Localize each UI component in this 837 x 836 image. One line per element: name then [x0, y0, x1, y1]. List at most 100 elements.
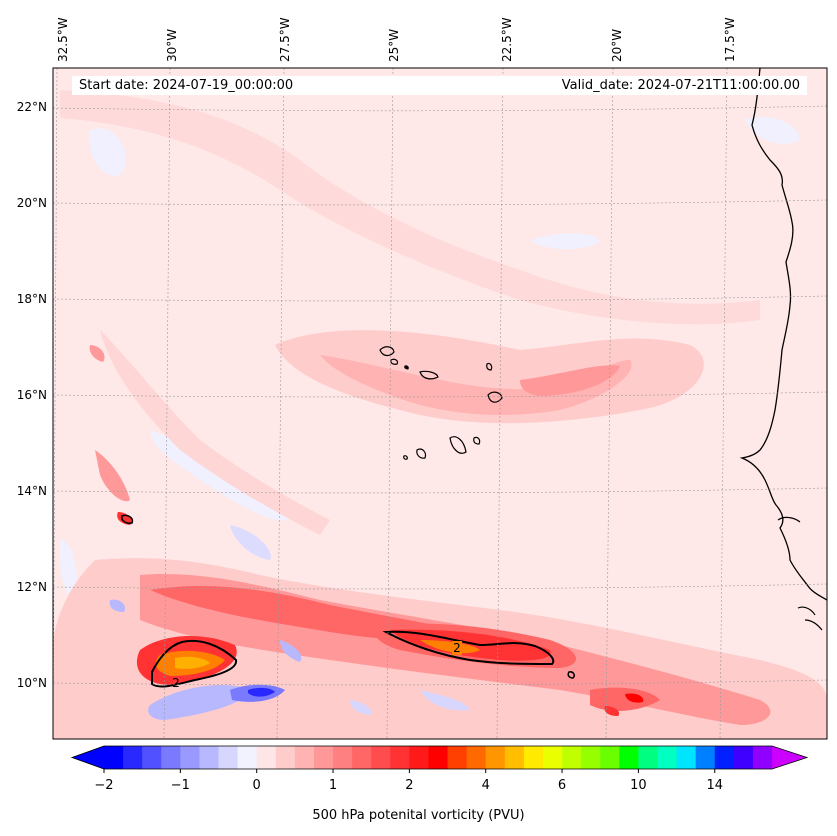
island — [449, 436, 467, 454]
colorbar-extend-high — [772, 746, 807, 769]
colorbar-ticks: −2 −1 0 1 2 4 6 10 14 — [94, 769, 723, 793]
pv-band — [95, 450, 130, 502]
pv-band — [320, 355, 632, 415]
pv-negative-core — [280, 640, 302, 662]
lon-label: 22.5°W — [500, 17, 514, 62]
colorbar-segment — [600, 746, 620, 769]
pv-contour-2 — [382, 630, 555, 666]
colorbar-segment — [237, 746, 258, 769]
header-box — [72, 76, 807, 95]
island — [486, 362, 493, 371]
pv-contour-2 — [151, 640, 238, 688]
pv-band — [520, 365, 620, 396]
colorbar-tick-label: 10 — [630, 778, 647, 793]
pv-negative-core — [350, 700, 372, 715]
pv-field — [53, 68, 827, 739]
colorbar-segment — [466, 746, 487, 769]
colorbar-segment — [619, 746, 639, 769]
colorbar-segment — [294, 746, 315, 769]
colorbar-segment — [142, 746, 162, 769]
colorbar-segment — [371, 746, 391, 769]
pv-band — [604, 706, 620, 716]
pv-band — [100, 330, 330, 535]
pv-contour-2 — [121, 514, 134, 524]
colorbar-extend-low — [72, 746, 104, 769]
pv-negative-patch — [230, 525, 271, 560]
colorbar-segment — [256, 746, 277, 769]
pv-contour-2 — [567, 671, 575, 679]
pv-negative-core — [109, 599, 126, 612]
pv-negative-patch — [745, 116, 800, 144]
island — [379, 346, 395, 357]
colorbar-segment — [390, 746, 410, 769]
colorbar-tick-label: 14 — [706, 778, 723, 793]
pv-negative-core — [148, 685, 250, 720]
pv-band — [590, 687, 660, 712]
colorbar-segment — [409, 746, 429, 769]
island — [473, 436, 481, 445]
pv-band — [175, 656, 210, 669]
lon-label: 27.5°W — [278, 17, 292, 62]
pv-negative-patch — [89, 128, 126, 176]
colorbar-segment — [542, 746, 563, 769]
lat-label: 10°N — [17, 676, 47, 690]
lat-label: 20°N — [17, 196, 47, 210]
colorbar-segment — [638, 746, 658, 769]
island — [403, 455, 408, 460]
island — [419, 370, 439, 380]
pv-negative-patch — [59, 540, 77, 600]
colorbar-segment — [562, 746, 582, 769]
colorbar-segment — [428, 746, 449, 769]
pv-band — [89, 345, 105, 362]
colorbar-segment — [352, 746, 372, 769]
colorbar-tick-label: −1 — [171, 778, 190, 793]
coastline — [797, 606, 823, 631]
colorbar-segment — [676, 746, 697, 769]
colorbar-tick-label: 1 — [329, 778, 337, 793]
colorbar-tick-label: 4 — [482, 778, 490, 793]
colorbar-segment — [123, 746, 143, 769]
lon-label: 20°W — [610, 29, 624, 62]
island — [487, 391, 503, 403]
colorbar-segment — [523, 746, 544, 769]
pv-negative-patch — [530, 233, 600, 250]
colorbar-segment — [714, 746, 735, 769]
start-date: Start date: 2024-07-19_00:00:00 — [79, 78, 294, 93]
pv-negative-core — [420, 690, 470, 711]
island — [416, 448, 427, 459]
colorbar-segment — [695, 746, 716, 769]
pv-band — [390, 629, 551, 661]
pv-negative-core — [248, 687, 275, 697]
lon-label: 17.5°W — [723, 17, 737, 62]
colorbar-tick-label: 2 — [405, 778, 413, 793]
island — [390, 358, 399, 365]
map-frame — [52, 67, 828, 740]
valid-date: Valid_date: 2024-07-21T11:00:00.00 — [561, 78, 800, 93]
coastline — [777, 516, 801, 523]
colorbar-segment — [333, 746, 353, 769]
graticule — [53, 68, 827, 739]
island — [404, 365, 409, 370]
pv-band — [60, 90, 760, 325]
colorbar — [70, 745, 809, 770]
lat-label: 16°N — [17, 388, 47, 402]
colorbar-segment — [504, 746, 525, 769]
pv-band — [625, 693, 644, 703]
lon-label: 30°W — [165, 29, 179, 62]
contour-label: 2 — [172, 676, 180, 690]
colorbar-segment — [485, 746, 506, 769]
lat-label: 12°N — [17, 580, 47, 594]
colorbar-tick-label: 0 — [253, 778, 261, 793]
colorbar-tick-label: 6 — [558, 778, 566, 793]
lon-label: 32.5°W — [56, 17, 70, 62]
colorbar-segment — [180, 746, 200, 769]
coastline — [739, 68, 827, 601]
lat-label: 18°N — [17, 292, 47, 306]
colorbar-segment — [447, 746, 468, 769]
colorbar-segment — [275, 746, 296, 769]
colorbar-segment — [218, 746, 239, 769]
colorbar-segment — [581, 746, 601, 769]
lon-label: 25°W — [387, 29, 401, 62]
colorbar-segment — [199, 746, 220, 769]
